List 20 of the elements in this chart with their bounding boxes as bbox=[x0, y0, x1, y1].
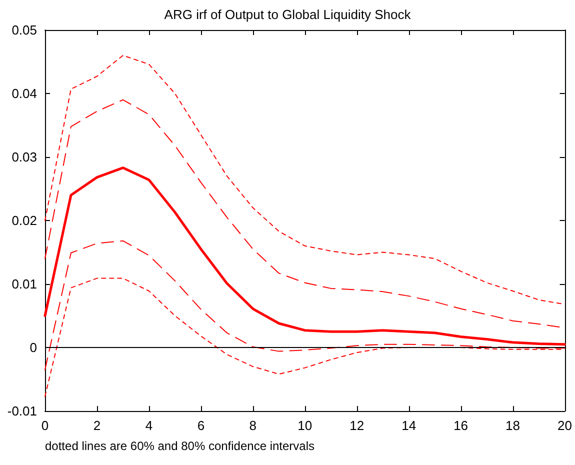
x-tick-label: 2 bbox=[93, 418, 101, 433]
x-tick-label: 8 bbox=[249, 418, 257, 433]
y-tick-label: 0 bbox=[30, 340, 37, 355]
chart-title: ARG irf of Output to Global Liquidity Shock bbox=[164, 7, 412, 22]
x-tick-label: 4 bbox=[145, 418, 153, 433]
y-tick-label: 0.03 bbox=[12, 150, 37, 164]
x-tick-label: 18 bbox=[506, 418, 520, 433]
y-tick-label: 0.05 bbox=[12, 22, 37, 38]
x-tick-label: 20 bbox=[558, 418, 572, 433]
x-tick-label: 6 bbox=[197, 418, 205, 433]
x-tick-label: 10 bbox=[298, 418, 312, 433]
text: dotted lines are 60% and 80% confidence intervals bbox=[45, 439, 315, 453]
y-tick-label: 0.01 bbox=[12, 276, 37, 292]
x-tick-label: 0 bbox=[41, 418, 49, 433]
y-tick-label: 0.02 bbox=[12, 213, 37, 228]
x-tick-label: 12 bbox=[350, 418, 364, 433]
x-tick-label: 14 bbox=[402, 418, 416, 433]
x-tick-label: 16 bbox=[454, 418, 468, 433]
y-tick-label: 0.04 bbox=[12, 86, 37, 101]
y-tick-label: -0.01 bbox=[7, 404, 37, 418]
